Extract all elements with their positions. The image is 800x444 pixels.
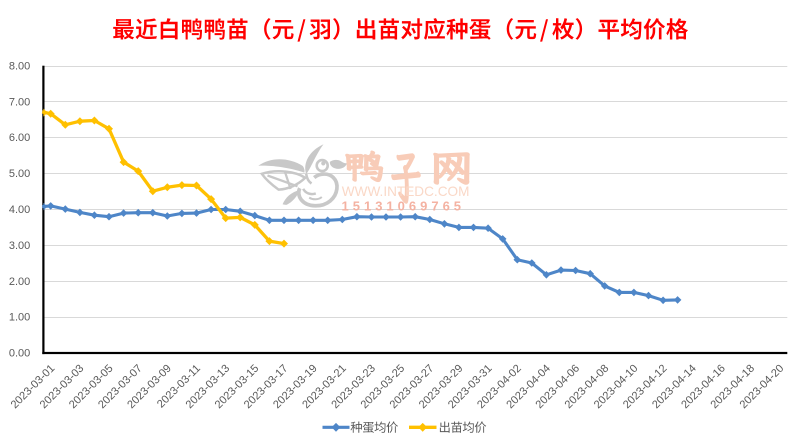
svg-text:15131069765: 15131069765: [342, 198, 466, 213]
svg-text:2.00: 2.00: [9, 276, 30, 288]
svg-text:7.00: 7.00: [9, 96, 30, 108]
svg-text:WWW.INTEDC.COM: WWW.INTEDC.COM: [342, 184, 470, 199]
svg-text:1.00: 1.00: [9, 312, 30, 324]
svg-text:3.00: 3.00: [9, 240, 30, 252]
svg-text:6.00: 6.00: [9, 132, 30, 144]
svg-text:8.00: 8.00: [9, 61, 30, 73]
svg-text:4.00: 4.00: [9, 204, 30, 216]
svg-text:5.00: 5.00: [9, 168, 30, 180]
svg-text:0.00: 0.00: [9, 348, 30, 360]
